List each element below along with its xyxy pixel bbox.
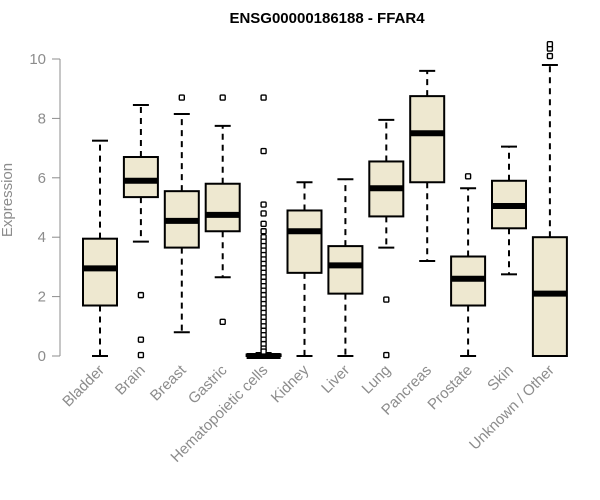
box-lung [368,118,405,359]
y-tick-label: 8 [38,110,46,127]
chart-title: ENSG00000186188 - FFAR4 [229,10,425,27]
outlier-point [546,52,554,60]
outlier-point [546,40,554,48]
x-tick-label: Brain [112,362,149,399]
outlier-point [260,94,267,101]
outlier-point [260,201,267,208]
outlier-point [383,296,390,303]
outlier-point [383,351,390,359]
outlier-point [464,173,472,180]
outlier-point [260,228,267,235]
y-tick-label: 6 [38,170,46,187]
x-tick-label: Bladder [59,362,108,411]
y-tick-label: 10 [29,51,46,68]
box-iqr [409,95,446,184]
outlier-point [219,94,226,101]
box-iqr [204,182,241,233]
outlier-point [137,351,145,359]
outlier-point [260,220,267,228]
box-unknown-other [531,40,568,357]
box-pancreas [409,69,446,262]
x-tick-label: Breast [147,361,190,404]
box-prostate [450,173,487,357]
y-axis-label: Expression [0,163,16,237]
outlier-point [260,147,267,155]
box-iqr [286,209,323,274]
box-skin [491,145,527,276]
box-series [82,40,568,359]
box-gastric [204,94,241,326]
outlier-point [178,94,186,101]
box-brain [122,104,159,359]
x-tick-label: Kidney [268,361,313,406]
y-tick-label: 2 [38,289,46,306]
outlier-point [260,348,267,355]
box-iqr [82,237,118,307]
y-axis-ticks: 0 2 4 6 8 10 [29,51,60,365]
box-bladder [82,139,118,357]
x-tick-label: Skin [484,362,517,395]
y-tick-label: 4 [38,229,46,246]
x-tick-label: Prostate [424,362,476,414]
outlier-point [137,336,145,343]
box-iqr [327,245,364,295]
x-tick-label: Liver [318,362,353,397]
box-liver [327,178,364,357]
y-tick-label: 0 [38,348,46,365]
box-kidney [286,181,323,357]
outlier-point [137,291,145,299]
box-hematopoietic-cells [245,94,282,359]
box-breast [163,94,200,334]
x-tick-label: Lung [359,362,395,398]
box-iqr [122,156,159,199]
outlier-point [219,318,226,326]
outlier-point [260,210,267,217]
